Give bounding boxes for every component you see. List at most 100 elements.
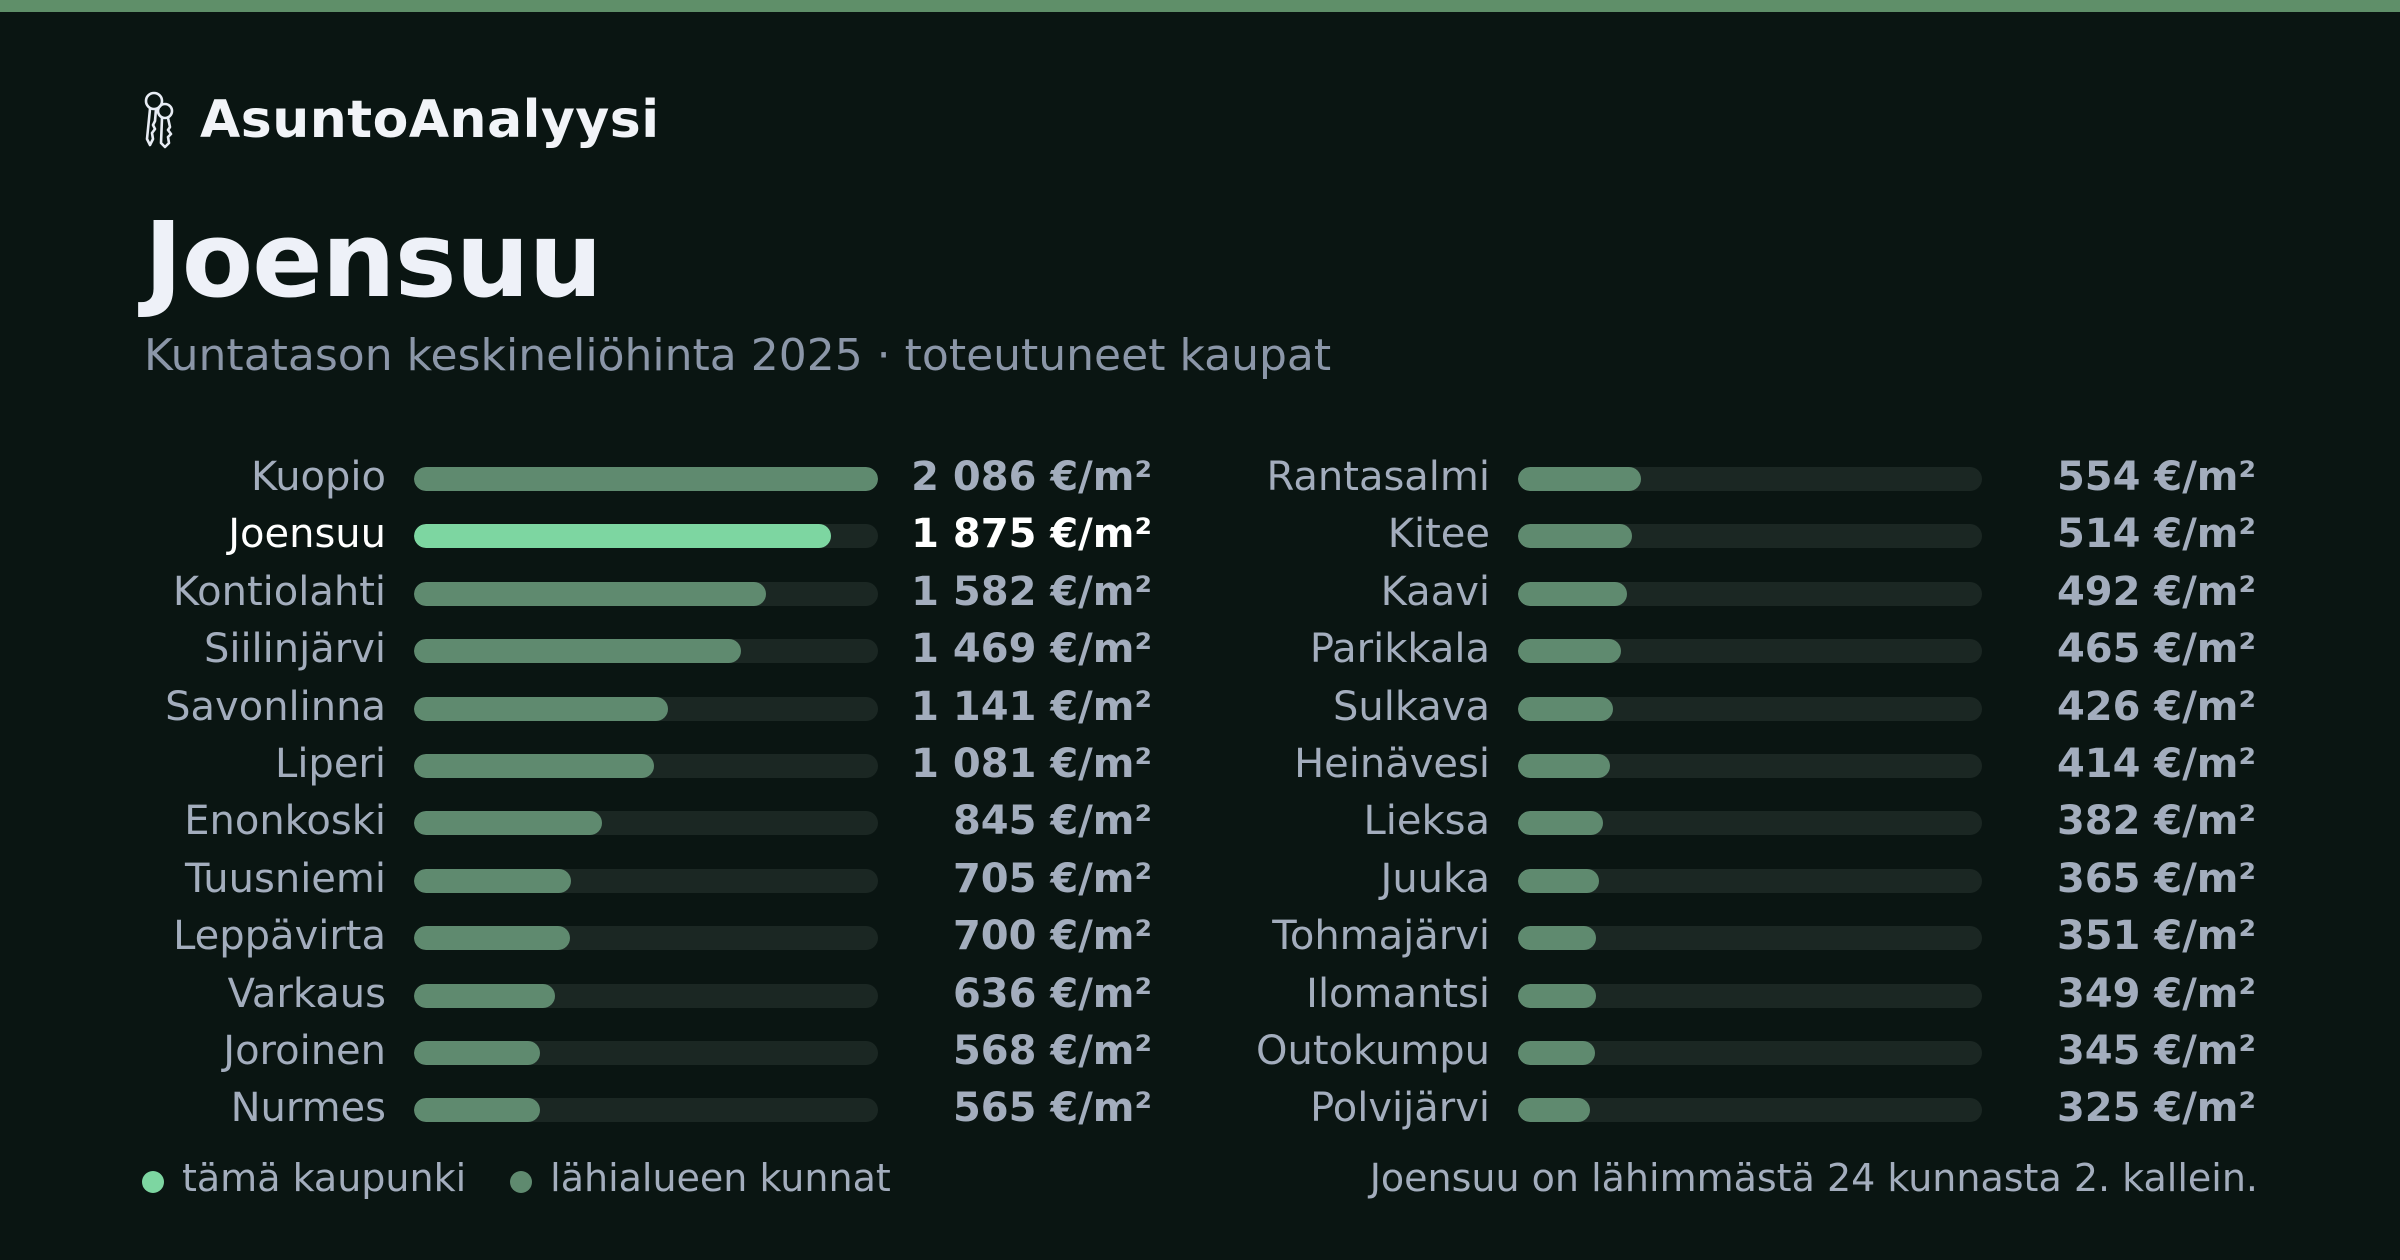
- bar-row: Enonkoski 845 €/m²: [0, 792, 2400, 850]
- bar-value-label: 1 582 €/m²: [911, 568, 1152, 615]
- bar: [1518, 696, 1613, 721]
- bar: [1518, 1098, 1591, 1123]
- bar-row: Juuka 365 €/m²: [0, 850, 2400, 908]
- bar-row: Kontiolahti 1 582 €/m²: [0, 563, 2400, 621]
- bar: [1518, 983, 1596, 1008]
- bar: [414, 524, 832, 549]
- bar-value-label: 1 081 €/m²: [911, 741, 1152, 787]
- bar-value-label: 465 €/m²: [2056, 626, 2256, 673]
- bar-label: Lieksa: [1363, 798, 1490, 845]
- brand: AsuntoAnalyysi: [140, 88, 660, 152]
- bar-label: Rantasalmi: [1266, 454, 1490, 500]
- bar-value-label: 1 141 €/m²: [911, 683, 1152, 730]
- page-title: Joensuu: [144, 199, 603, 321]
- bar-track: [414, 581, 878, 606]
- bar-row: Rantasalmi 554 €/m²: [0, 448, 2400, 506]
- bar-track: [1518, 639, 1982, 664]
- bar-track: [1518, 926, 1982, 951]
- bar-row: Kitee 514 €/m²: [0, 505, 2400, 563]
- bar: [414, 754, 655, 778]
- bar-track: [414, 1041, 878, 1065]
- bar-track: [1518, 811, 1982, 836]
- bar-value-label: 554 €/m²: [2056, 454, 2256, 500]
- bar-label: Nurmes: [230, 1085, 386, 1132]
- bar-track: [1518, 1098, 1982, 1123]
- bar-track: [414, 639, 878, 664]
- bar-label: Savonlinna: [165, 683, 386, 730]
- bar: [414, 696, 668, 721]
- bar: [1518, 524, 1633, 549]
- brand-name: AsuntoAnalyysi: [200, 90, 660, 150]
- bar-track: [414, 926, 878, 951]
- bar-value-label: 426 €/m²: [2056, 683, 2256, 730]
- legend-item-neighbors: lähialueen kunnat: [510, 1156, 891, 1200]
- bar-track: [1518, 467, 1982, 491]
- bar: [1518, 926, 1597, 951]
- bar: [1518, 467, 1642, 491]
- bar: [1518, 581, 1628, 606]
- bar-track: [414, 467, 878, 491]
- bar-label: Joensuu: [228, 511, 386, 558]
- bar-label: Heinävesi: [1294, 741, 1490, 787]
- bar: [414, 581, 766, 606]
- bar-value-label: 492 €/m²: [2056, 568, 2256, 615]
- bar-label: Juuka: [1380, 855, 1490, 902]
- bar-row: Leppävirta 700 €/m²: [0, 907, 2400, 965]
- bar-label: Kaavi: [1380, 568, 1490, 615]
- bar-row: Nurmes 565 €/m²: [0, 1079, 2400, 1137]
- bar-track: [1518, 1041, 1982, 1065]
- top-accent-bar: [0, 0, 2400, 12]
- bar-label: Enonkoski: [184, 798, 386, 845]
- bar: [414, 467, 878, 491]
- bar-value-label: 565 €/m²: [952, 1085, 1152, 1132]
- keys-icon: [144, 91, 174, 149]
- bar-value-label: 349 €/m²: [2056, 970, 2256, 1017]
- bar-row: Tuusniemi 705 €/m²: [0, 850, 2400, 908]
- bar-label: Kontiolahti: [172, 568, 386, 615]
- bar-track: [414, 754, 878, 778]
- bar-value-label: 351 €/m²: [2056, 913, 2256, 960]
- bar: [414, 926, 570, 951]
- bar-track: [414, 983, 878, 1008]
- bar-row: Ilomantsi 349 €/m²: [0, 965, 2400, 1023]
- bar-track: [1518, 868, 1982, 893]
- bar-value-label: 636 €/m²: [952, 970, 1152, 1017]
- legend-label-this-city: tämä kaupunki: [182, 1156, 467, 1200]
- bar-row: Tohmajärvi 351 €/m²: [0, 907, 2400, 965]
- bar-value-label: 325 €/m²: [2056, 1085, 2256, 1132]
- bar-track: [414, 811, 878, 836]
- bar-label: Polvijärvi: [1310, 1085, 1490, 1132]
- bar: [414, 811, 602, 836]
- bar: [414, 1041, 541, 1065]
- bar-value-label: 1 875 €/m²: [911, 511, 1152, 558]
- bar-row: Kuopio 2 086 €/m²: [0, 448, 2400, 506]
- legend-label-neighbors: lähialueen kunnat: [550, 1156, 891, 1200]
- bar-row: Lieksa 382 €/m²: [0, 792, 2400, 850]
- bar-label: Leppävirta: [173, 913, 386, 960]
- ranking-note: Joensuu on lähimmästä 24 kunnasta 2. kal…: [1369, 1156, 2258, 1200]
- bar: [1518, 1041, 1595, 1065]
- bar-value-label: 414 €/m²: [2056, 741, 2256, 787]
- bar: [1518, 868, 1600, 893]
- bar-track: [1518, 754, 1982, 778]
- bar-value-label: 1 469 €/m²: [911, 626, 1152, 673]
- bar-value-label: 382 €/m²: [2056, 798, 2256, 845]
- bar-row: Kaavi 492 €/m²: [0, 563, 2400, 621]
- bar-row: Joroinen 568 €/m²: [0, 1022, 2400, 1080]
- bar-label: Liperi: [275, 741, 386, 787]
- bar-value-label: 345 €/m²: [2056, 1028, 2256, 1074]
- bar-track: [1518, 524, 1982, 549]
- bar-value-label: 514 €/m²: [2056, 511, 2256, 558]
- bar-value-label: 2 086 €/m²: [911, 454, 1152, 500]
- bar-track: [414, 696, 878, 721]
- bar-label: Parikkala: [1309, 626, 1490, 673]
- bar-label: Joroinen: [223, 1028, 386, 1074]
- bar-row: Liperi 1 081 €/m²: [0, 735, 2400, 793]
- bar-track: [414, 868, 878, 893]
- bar-track: [414, 524, 878, 549]
- bar-value-label: 705 €/m²: [952, 855, 1152, 902]
- bar-row: Outokumpu 345 €/m²: [0, 1022, 2400, 1080]
- bar-value-label: 700 €/m²: [952, 913, 1152, 960]
- bar-label: Kuopio: [250, 454, 386, 500]
- bar: [414, 639, 741, 664]
